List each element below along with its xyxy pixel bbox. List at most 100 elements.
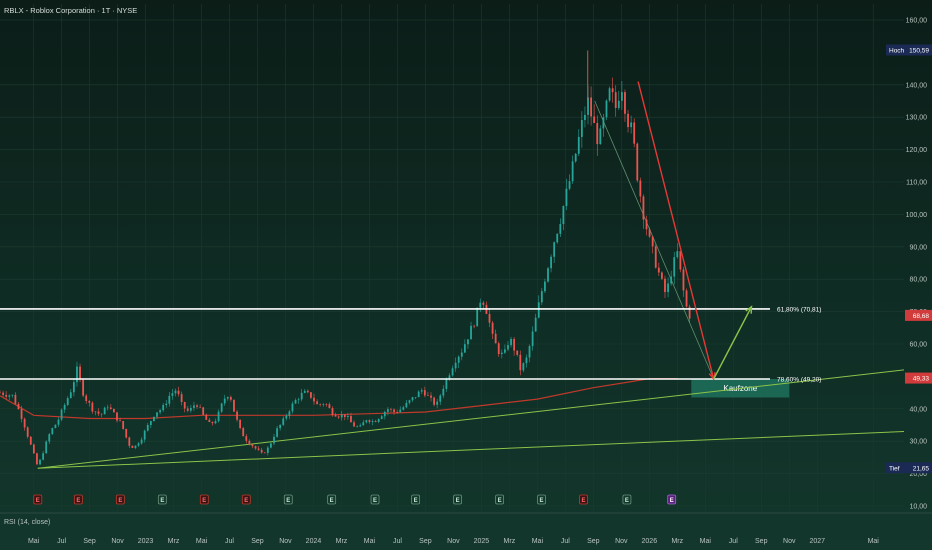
candle-body[interactable] (565, 188, 568, 206)
candle-body[interactable] (180, 394, 183, 402)
candle-body[interactable] (500, 352, 503, 355)
y-tick-label[interactable]: 120,00 (906, 147, 928, 154)
candle-body[interactable] (54, 424, 57, 429)
candle-body[interactable] (470, 325, 472, 340)
candle-body[interactable] (587, 97, 589, 115)
x-tick-label[interactable]: Sep (419, 538, 432, 545)
earnings-marker-11[interactable] (495, 494, 504, 505)
candle-body[interactable] (159, 410, 161, 413)
candle-body[interactable] (433, 397, 435, 405)
candle-body[interactable] (17, 403, 20, 410)
candle-body[interactable] (633, 122, 636, 144)
candle-body[interactable] (667, 283, 669, 293)
candle-body[interactable] (519, 354, 522, 371)
rsi-label[interactable]: RSI (14, close) (4, 519, 50, 526)
candle-body[interactable] (211, 422, 214, 424)
x-tick-label[interactable]: Sep (251, 538, 264, 545)
candle-body[interactable] (654, 246, 657, 268)
candle-body[interactable] (682, 269, 685, 291)
y-tick-label[interactable]: 80,00 (909, 277, 927, 284)
y-tick-label[interactable]: 160,00 (906, 18, 928, 25)
earnings-marker-4[interactable] (199, 494, 209, 505)
earnings-marker-10[interactable] (453, 494, 462, 505)
y-axis[interactable]: 160,00 140,00 130,00 120,00 110,00 100,00 90,0… (886, 18, 932, 511)
candle-body[interactable] (85, 395, 88, 401)
candle-body[interactable] (651, 236, 654, 247)
candle-body[interactable] (208, 419, 211, 423)
candle-body[interactable] (645, 219, 648, 230)
candle-body[interactable] (497, 343, 500, 355)
candle-body[interactable] (624, 92, 626, 114)
x-tick-label[interactable]: Mrz (671, 538, 683, 545)
candle-body[interactable] (39, 459, 41, 465)
candle-body[interactable] (390, 409, 392, 410)
candle-body[interactable] (648, 229, 651, 237)
candle-body[interactable] (580, 119, 583, 137)
candle-body[interactable] (263, 452, 266, 454)
earnings-marker-9[interactable] (411, 494, 421, 505)
candle-body[interactable] (303, 390, 306, 393)
candle-body[interactable] (297, 399, 300, 400)
x-axis[interactable]: Mai Jul Sep Nov 2023 Mrz Mai Jul Sep Nov 2024 Mrz Ma… (28, 538, 879, 545)
x-tick-label[interactable]: 2027 (809, 538, 825, 545)
candle-body[interactable] (177, 390, 180, 395)
candle-body[interactable] (664, 278, 666, 293)
candle-body[interactable] (76, 366, 78, 383)
candle-body[interactable] (608, 88, 611, 101)
x-tick-label[interactable]: Nov (783, 538, 796, 545)
candle-body[interactable] (540, 291, 543, 303)
candle-body[interactable] (48, 434, 51, 442)
candle-body[interactable] (343, 414, 346, 418)
candle-body[interactable] (513, 338, 516, 351)
candle-body[interactable] (448, 375, 451, 380)
candle-body[interactable] (559, 224, 562, 234)
candle-body[interactable] (193, 405, 195, 408)
candle-body[interactable] (223, 398, 226, 404)
candle-body[interactable] (229, 397, 232, 400)
candle-body[interactable] (445, 379, 448, 389)
candle-body[interactable] (688, 306, 691, 319)
candle-body[interactable] (32, 444, 35, 454)
candle-body[interactable] (217, 411, 220, 422)
candle-body[interactable] (149, 421, 152, 426)
candle-body[interactable] (620, 92, 623, 101)
earnings-marker-8[interactable] (370, 494, 380, 505)
candle-body[interactable] (627, 113, 629, 128)
earnings-marker-6[interactable] (283, 494, 293, 505)
candle-body[interactable] (657, 267, 660, 273)
candle-body[interactable] (42, 453, 45, 460)
candle-body[interactable] (214, 421, 217, 424)
candle-body[interactable] (491, 322, 494, 334)
candle-body[interactable] (380, 416, 383, 419)
candle-body[interactable] (0, 392, 1, 394)
candle-body[interactable] (51, 428, 54, 435)
x-tick-label[interactable]: 2023 (138, 538, 154, 545)
candle-body[interactable] (276, 428, 278, 437)
candle-body[interactable] (414, 397, 417, 398)
candle-body[interactable] (479, 302, 482, 308)
candle-body[interactable] (23, 418, 26, 428)
x-tick-label[interactable]: Mai (700, 538, 712, 545)
candle-body[interactable] (393, 409, 395, 412)
candle-body[interactable] (291, 403, 294, 412)
earnings-marker-1[interactable] (73, 494, 83, 505)
candle-body[interactable] (236, 411, 238, 420)
candle-body[interactable] (411, 397, 414, 401)
candle-body[interactable] (340, 414, 343, 418)
y-tick-label[interactable]: 60,00 (909, 342, 927, 349)
candle-body[interactable] (196, 405, 198, 407)
candle-body[interactable] (66, 398, 69, 405)
candle-body[interactable] (614, 92, 617, 108)
candle-body[interactable] (146, 425, 149, 431)
candle-body[interactable] (534, 317, 537, 332)
candle-body[interactable] (171, 393, 174, 396)
candle-body[interactable] (525, 357, 528, 364)
candle-body[interactable] (63, 404, 66, 410)
candle-body[interactable] (202, 407, 205, 415)
candle-body[interactable] (97, 411, 100, 414)
candle-body[interactable] (550, 256, 552, 269)
candle-body[interactable] (522, 363, 525, 371)
candle-body[interactable] (88, 400, 91, 403)
candle-body[interactable] (26, 427, 29, 437)
